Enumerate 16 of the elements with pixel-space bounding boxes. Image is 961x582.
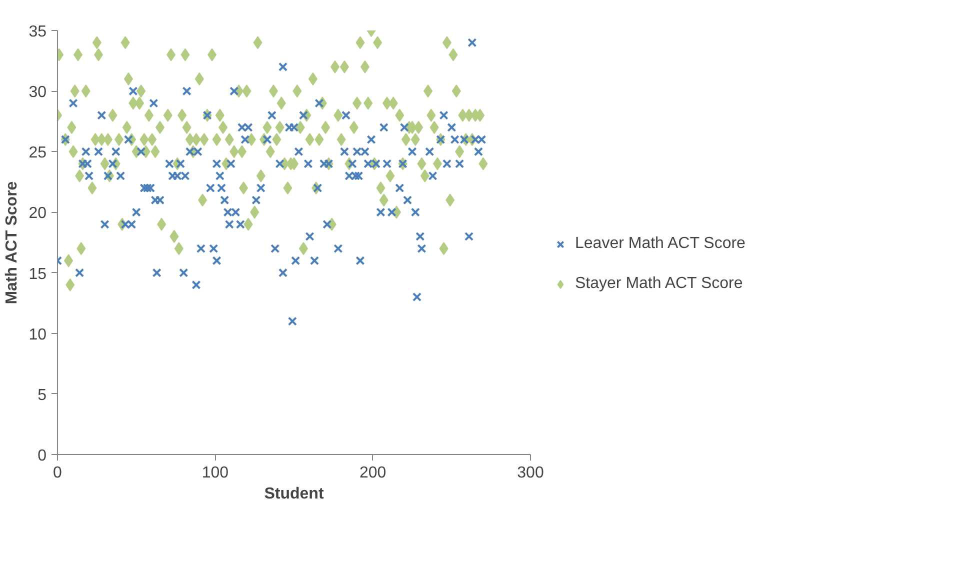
y-tick-label: 25 <box>28 144 47 162</box>
x-axis-title: Student <box>264 486 324 502</box>
y-tick-label: 15 <box>28 266 47 283</box>
y-tick-label: 0 <box>38 448 47 464</box>
y-tick-label: 35 <box>28 24 47 40</box>
x-tick-label: 0 <box>53 464 62 482</box>
y-tick-label: 10 <box>28 326 47 344</box>
y-tick-label: 20 <box>28 205 47 222</box>
legend-label: Leaver Math ACT Score <box>575 235 746 253</box>
y-tick-label: 5 <box>38 386 47 404</box>
x-tick-label: 100 <box>202 464 229 482</box>
x-tick-label: 300 <box>517 464 544 482</box>
legend-label: Stayer Math ACT Score <box>575 275 743 293</box>
y-tick-label: 30 <box>28 84 47 102</box>
y-axis-title: Math ACT Score <box>4 181 21 304</box>
x-tick-label: 200 <box>359 464 386 482</box>
